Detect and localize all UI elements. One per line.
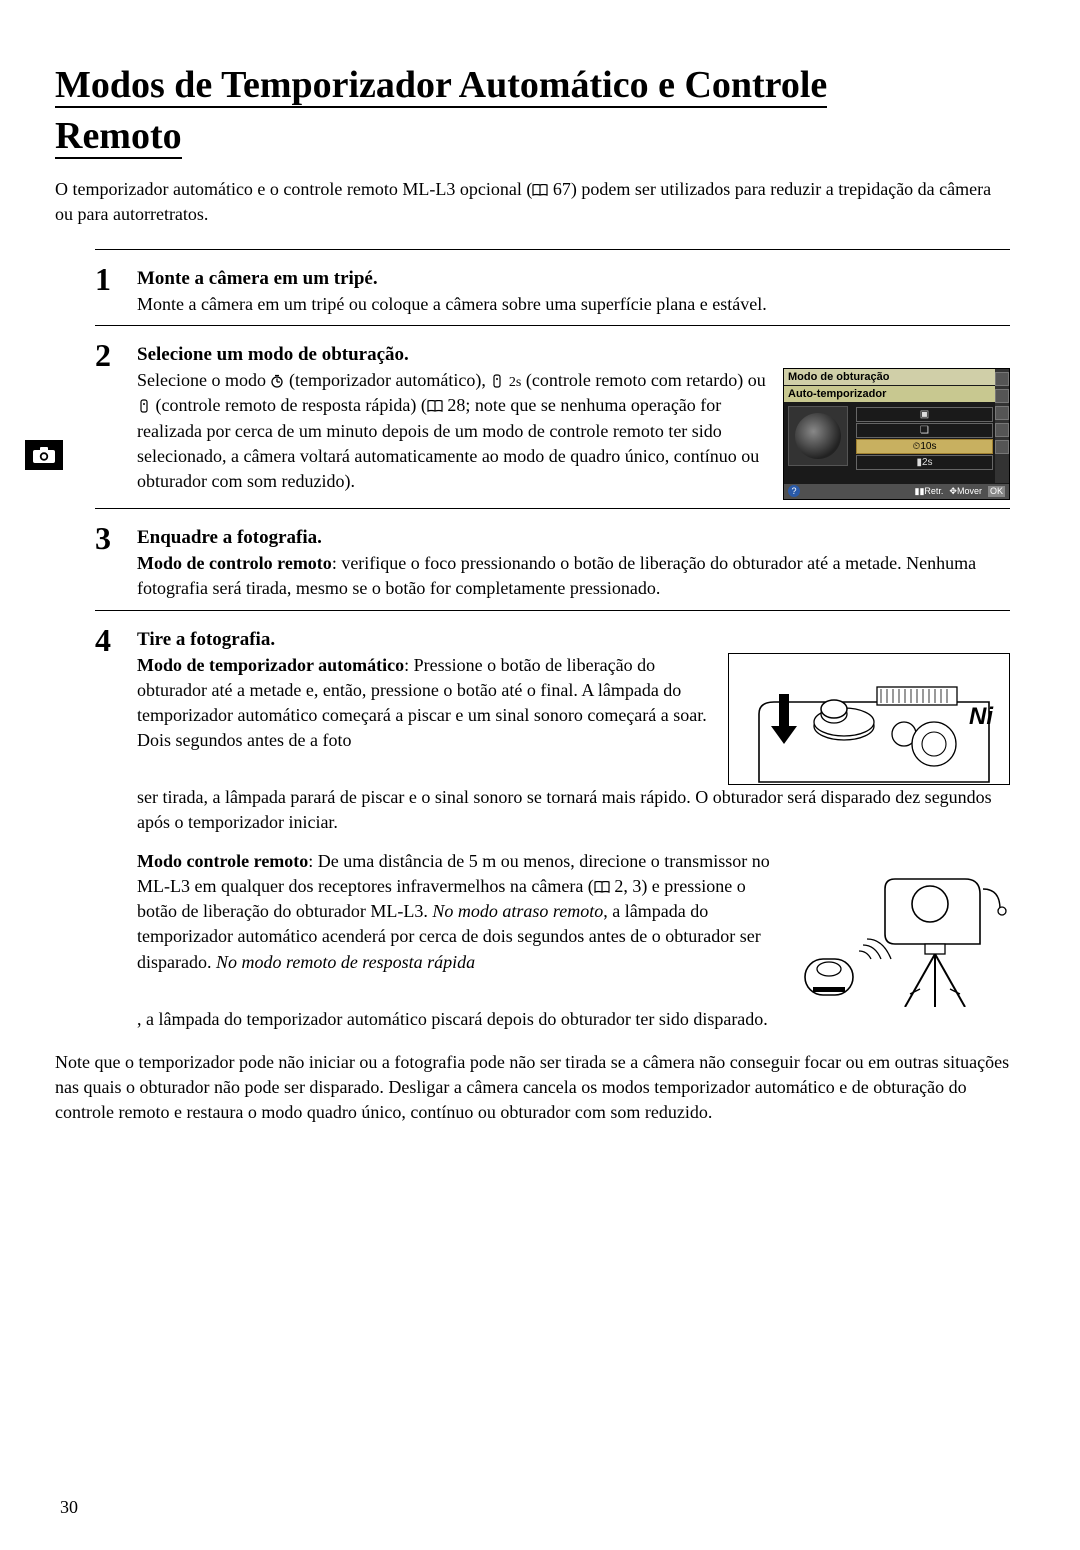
- page-number: 30: [60, 1497, 78, 1518]
- camera-screen: Modo de obturação Auto-temporizador ▣ ❏ …: [783, 368, 1010, 500]
- figure-camera-top: Ni: [728, 653, 1010, 785]
- divider: [95, 249, 1010, 250]
- camera-icon: [32, 446, 56, 464]
- screen-sidebar: [995, 369, 1009, 483]
- intro-text-a: O temporizador automático e o controle r…: [55, 179, 532, 199]
- remote-icon: [137, 399, 151, 413]
- options-list: ▣ ❏ ⏲10s ▮2s: [852, 402, 1009, 475]
- divider: [95, 508, 1010, 509]
- opt: ❏: [856, 423, 993, 438]
- step-3: 3 Enquadre a fotografia. Modo de control…: [95, 519, 1010, 601]
- book-icon: [427, 400, 443, 412]
- step-heading: Tire a fotografia.: [137, 629, 1010, 651]
- step-2: 2 Selecione um modo de obturação. Seleci…: [95, 336, 1010, 500]
- step-number: 3: [95, 519, 137, 601]
- divider: [95, 325, 1010, 326]
- page: Modos de Temporizador Automático e Contr…: [0, 0, 1080, 1550]
- help-icon: ?: [788, 485, 800, 497]
- step-body: Enquadre a fotografia. Modo de controlo …: [137, 519, 1010, 601]
- step-number: 4: [95, 621, 137, 1033]
- camera-side-icon: [25, 440, 63, 470]
- step4-p1: Modo de temporizador automático: Pressio…: [137, 653, 714, 754]
- step-heading: Selecione um modo de obturação.: [137, 344, 1010, 366]
- step-text: Modo de controlo remoto: verifique o foc…: [137, 551, 1010, 601]
- step-heading: Monte a câmera em um tripé.: [137, 268, 1010, 290]
- closing-note: Note que o temporizador pode não iniciar…: [55, 1050, 1010, 1126]
- step4-p2-tail: , a lâmpada do temporizador automático p…: [137, 1007, 1010, 1032]
- step-1: 1 Monte a câmera em um tripé. Monte a câ…: [95, 260, 1010, 317]
- book-icon: [532, 184, 548, 196]
- step-body: Tire a fotografia. Modo de temporizador …: [137, 621, 1010, 1033]
- title-line-1: Modos de Temporizador Automático e Contr…: [55, 64, 827, 108]
- opt-selected: ⏲10s: [856, 439, 993, 454]
- screen-header: Modo de obturação: [784, 369, 1009, 385]
- book-icon: [594, 881, 610, 893]
- figure-remote-tripod: [785, 849, 1010, 1007]
- camera-top-illustration: Ni: [729, 654, 1009, 784]
- remote-icon: [490, 374, 504, 388]
- remote-tripod-illustration: [785, 849, 1010, 1007]
- step-4: 4 Tire a fotografia. Modo de temporizado…: [95, 621, 1010, 1033]
- step4-p1-tail: ser tirada, a lâmpada parará de piscar e…: [137, 785, 1010, 835]
- opt: ▮2s: [856, 455, 993, 470]
- preview-thumb: [788, 406, 848, 466]
- screen-subheader: Auto-temporizador: [784, 386, 1009, 402]
- timer-icon: [270, 374, 284, 388]
- step-heading: Enquadre a fotografia.: [137, 527, 1010, 549]
- figure-screen: Modo de obturação Auto-temporizador ▣ ❏ …: [783, 368, 1010, 500]
- step-text: Monte a câmera em um tripé ou coloque a …: [137, 292, 1010, 317]
- screen-bottom-bar: ? ▮▮Retr. ✥Mover OK: [784, 484, 1009, 499]
- screen-menu: ▣ ❏ ⏲10s ▮2s: [784, 402, 1009, 475]
- step4-p2: Modo controle remoto: De uma distância d…: [137, 849, 771, 975]
- divider: [95, 610, 1010, 611]
- step-body: Monte a câmera em um tripé. Monte a câme…: [137, 260, 1010, 317]
- opt: ▣: [856, 407, 993, 422]
- page-title: Modos de Temporizador Automático e Contr…: [55, 60, 1010, 163]
- camera-brand-label: Ni: [969, 703, 994, 730]
- intro-paragraph: O temporizador automático e o controle r…: [55, 177, 1010, 227]
- step-number: 2: [95, 336, 137, 500]
- step-text: Selecione o modo (temporizador automátic…: [137, 368, 769, 494]
- title-line-2: Remoto: [55, 115, 182, 159]
- step-number: 1: [95, 260, 137, 317]
- step-body: Selecione um modo de obturação. Selecion…: [137, 336, 1010, 500]
